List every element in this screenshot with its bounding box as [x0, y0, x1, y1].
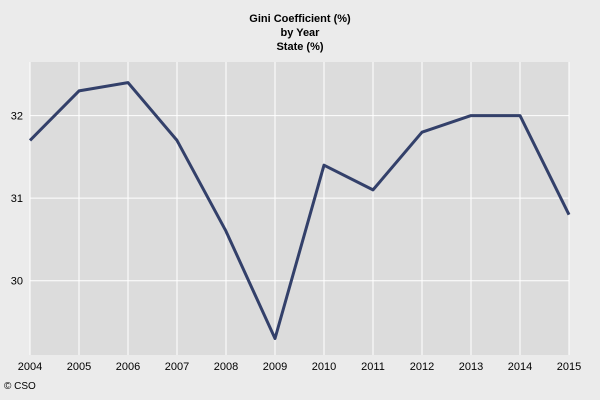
x-tick-label: 2010 [312, 361, 336, 373]
x-tick-label: 2012 [410, 361, 434, 373]
chart-subtitle-year: by Year [281, 27, 321, 39]
plot-area [30, 62, 569, 355]
x-tick-label: 2004 [18, 361, 42, 373]
series-line [28, 81, 571, 340]
x-tick-label: 2005 [67, 361, 91, 373]
gridlines [29, 62, 570, 355]
series-layer [28, 81, 571, 340]
y-tick-label: 32 [11, 111, 23, 123]
y-tick-label: 30 [11, 276, 23, 288]
x-axis-ticks: 2004 2005 2006 2007 2008 2009 2010 2011 2012 2013… [18, 361, 581, 373]
x-tick-label: 2006 [116, 361, 140, 373]
y-tick-label: 31 [11, 193, 23, 205]
x-tick-label: 2014 [508, 361, 532, 373]
x-tick-label: 2009 [263, 361, 287, 373]
x-tick-label: 2015 [557, 361, 581, 373]
x-tick-label: 2007 [165, 361, 189, 373]
y-axis-ticks: 30 31 32 [11, 111, 23, 288]
chart-title: Gini Coefficient (%) [249, 13, 351, 25]
credit-label: © CSO [4, 381, 36, 392]
x-tick-label: 2011 [361, 361, 385, 373]
chart-subtitle-state: State (%) [276, 41, 323, 53]
x-tick-label: 2013 [459, 361, 483, 373]
x-tick-label: 2008 [214, 361, 238, 373]
